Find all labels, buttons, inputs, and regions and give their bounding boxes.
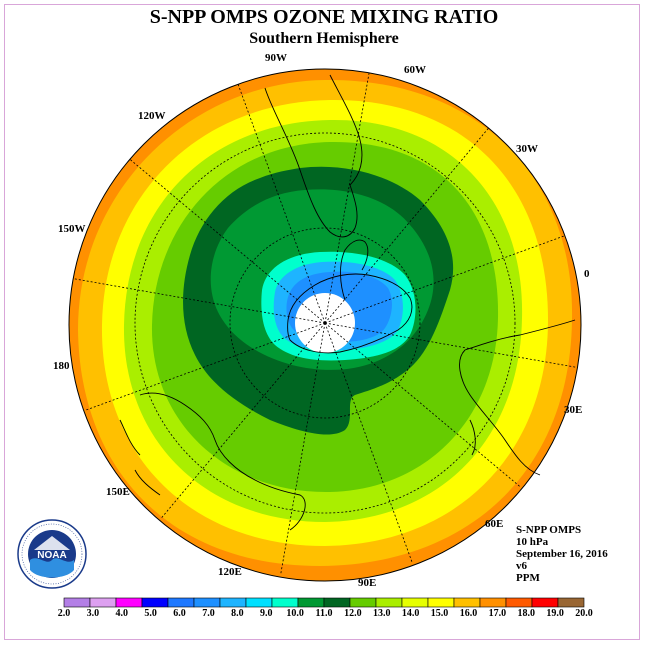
- colorbar-tick-label: 18.0: [517, 608, 535, 619]
- south-america-coast: [264, 74, 363, 238]
- lon-label-150w: 150W: [58, 223, 86, 235]
- colorbar-tick-label: 9.0: [259, 608, 273, 619]
- meridian-90w: [324, 70, 370, 324]
- colorbar-swatch: [453, 597, 481, 608]
- meridians: [72, 70, 578, 576]
- meridian-30e: [324, 322, 522, 488]
- info-units: PPM: [516, 572, 540, 584]
- info-version: v6: [516, 560, 527, 572]
- colorbar-swatch: [531, 597, 559, 608]
- map-title: S-NPP OMPS OZONE MIXING RATIO: [149, 6, 499, 28]
- map-subtitle: Southern Hemisphere: [249, 30, 399, 47]
- info-block: S-NPP OMPS 10 hPa September 16, 2016 v6 …: [516, 524, 608, 584]
- colorbar-swatch: [505, 597, 533, 608]
- meridian-90e: [280, 322, 326, 576]
- antarctic-peninsula: [340, 239, 369, 301]
- colorbar-swatch: [323, 597, 351, 608]
- meridian-30w: [324, 235, 566, 324]
- meridian-60e: [324, 322, 413, 564]
- colorbar-swatch: [63, 597, 91, 608]
- info-instrument: S-NPP OMPS: [516, 524, 582, 536]
- ozone-field: [69, 69, 581, 581]
- lon-label-150e: 150E: [106, 486, 130, 498]
- meridian-120w: [237, 82, 326, 324]
- colorbar-swatch: [141, 597, 169, 608]
- lon-label-90w: 90W: [265, 52, 287, 64]
- info-level: 10 hPa: [516, 536, 549, 548]
- colorbar: [63, 597, 585, 608]
- colorbar-swatch: [89, 597, 117, 608]
- noaa-logo-text: NOAA: [37, 550, 66, 561]
- colorbar-swatch: [167, 597, 195, 608]
- figure-frame: [4, 4, 640, 640]
- colorbar-tick-label: 12.0: [344, 608, 362, 619]
- map-boundary: [68, 68, 582, 582]
- colorbar-swatch: [427, 597, 455, 608]
- colorbar-swatch: [271, 597, 299, 608]
- colorbar-tick-label: 13.0: [373, 608, 391, 619]
- lon-label-120e: 120E: [218, 566, 242, 578]
- colorbar-swatch: [219, 597, 247, 608]
- lon-label-0: 0: [584, 268, 590, 280]
- meridian-150w: [128, 158, 326, 324]
- noaa-logo-icon: NOAA: [17, 519, 87, 589]
- colorbar-tick-label: 4.0: [115, 608, 129, 619]
- lon-label-180: 180: [53, 360, 70, 372]
- lon-label-30w: 30W: [516, 143, 538, 155]
- colorbar-swatch: [193, 597, 221, 608]
- info-date: September 16, 2016: [516, 548, 608, 560]
- colorbar-swatch: [245, 597, 273, 608]
- lon-label-90e: 90E: [358, 577, 377, 589]
- colorbar-tick-label: 11.0: [315, 608, 333, 619]
- colorbar-tick-label: 2.0: [57, 608, 71, 619]
- meridian-0: [324, 322, 578, 368]
- colorbar-swatch: [297, 597, 325, 608]
- colorbar-tick-label: 5.0: [144, 608, 157, 619]
- meridian-60w: [324, 126, 490, 324]
- lat-circle-30s: [134, 132, 516, 514]
- lon-label-120w: 120W: [138, 110, 166, 122]
- colorbar-tick-label: 16.0: [459, 608, 478, 619]
- colorbar-tick-label: 17.0: [488, 608, 507, 619]
- colorbar-tick-label: 14.0: [401, 608, 420, 619]
- meridian-150e: [84, 322, 326, 411]
- africa-coast: [459, 319, 576, 476]
- latitude-circles: [134, 132, 516, 514]
- colorbar-tick-label: 19.0: [546, 608, 564, 619]
- colorbar-tick-label: 3.0: [86, 608, 100, 619]
- colorbar-tick-label: 20.0: [575, 608, 593, 619]
- colorbar-swatch: [557, 597, 585, 608]
- colorbar-swatch: [375, 597, 403, 608]
- colorbar-tick-label: 6.0: [173, 608, 186, 619]
- colorbar-tick-label: 8.0: [231, 608, 244, 619]
- lon-label-60w: 60W: [404, 64, 426, 76]
- lon-label-30e: 30E: [564, 404, 583, 416]
- coastlines: [119, 74, 576, 531]
- colorbar-tick-label: 7.0: [202, 608, 215, 619]
- madagascar-coast: [469, 419, 476, 456]
- colorbar-swatch: [115, 597, 143, 608]
- lat-circle-60s: [229, 227, 421, 419]
- colorbar-swatch: [401, 597, 429, 608]
- new-zealand-coast: [119, 419, 161, 496]
- meridian-180: [72, 278, 326, 324]
- australia-coast: [139, 392, 306, 531]
- meridian-120e: [160, 322, 326, 520]
- colorbar-tick-label: 10.0: [286, 608, 304, 619]
- colorbar-tick-label: 15.0: [430, 608, 449, 619]
- colorbar-swatch: [479, 597, 507, 608]
- colorbar-swatch: [349, 597, 377, 608]
- lon-label-60e: 60E: [485, 518, 504, 530]
